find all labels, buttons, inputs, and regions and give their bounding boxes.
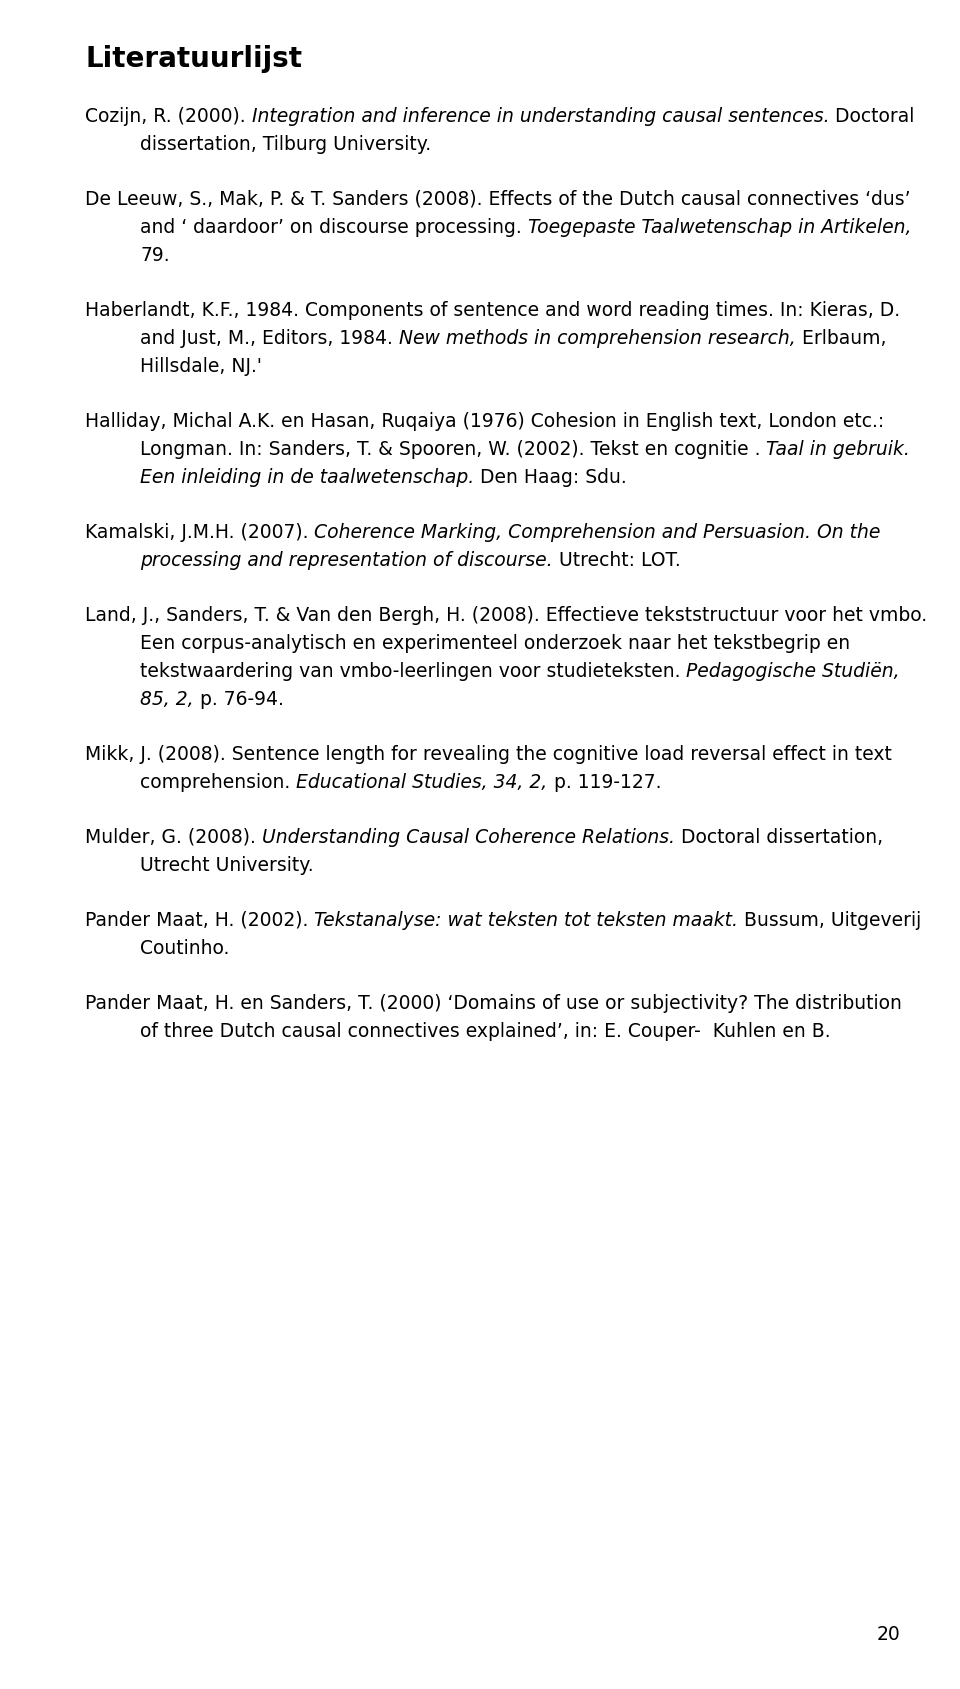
- Text: Doctoral dissertation,: Doctoral dissertation,: [675, 828, 883, 846]
- Text: Kamalski, J.M.H. (2007).: Kamalski, J.M.H. (2007).: [85, 524, 315, 542]
- Text: Tekstanalyse: wat teksten tot teksten maakt.: Tekstanalyse: wat teksten tot teksten ma…: [314, 910, 738, 931]
- Text: dissertation, Tilburg University.: dissertation, Tilburg University.: [140, 135, 431, 154]
- Text: Utrecht: LOT.: Utrecht: LOT.: [553, 551, 681, 569]
- Text: 20: 20: [876, 1625, 900, 1643]
- Text: p. 76-94.: p. 76-94.: [194, 691, 283, 709]
- Text: Pedagogische Studiën,: Pedagogische Studiën,: [686, 662, 900, 681]
- Text: Doctoral: Doctoral: [829, 106, 915, 127]
- Text: New methods in comprehension research,: New methods in comprehension research,: [398, 329, 796, 348]
- Text: Cozijn, R. (2000).: Cozijn, R. (2000).: [85, 106, 252, 127]
- Text: Haberlandt, K.F., 1984. Components of sentence and word reading times. In: Kiera: Haberlandt, K.F., 1984. Components of se…: [85, 301, 900, 319]
- Text: Land, J., Sanders, T. & Van den Bergh, H. (2008). Effectieve tekststructuur voor: Land, J., Sanders, T. & Van den Bergh, H…: [85, 606, 927, 625]
- Text: Een inleiding in de taalwetenschap.: Een inleiding in de taalwetenschap.: [140, 468, 474, 486]
- Text: Hillsdale, NJ.': Hillsdale, NJ.': [140, 356, 262, 377]
- Text: Educational Studies, 34, 2,: Educational Studies, 34, 2,: [297, 774, 547, 792]
- Text: and ‘ daardoor’ on discourse processing.: and ‘ daardoor’ on discourse processing.: [140, 218, 528, 236]
- Text: Integration and inference in understanding causal sentences.: Integration and inference in understandi…: [252, 106, 829, 127]
- Text: tekstwaardering van vmbo-leerlingen voor studieteksten.: tekstwaardering van vmbo-leerlingen voor…: [140, 662, 686, 681]
- Text: Een corpus-analytisch en experimenteel onderzoek naar het tekstbegrip en: Een corpus-analytisch en experimenteel o…: [140, 633, 851, 654]
- Text: Taal in gebruik.: Taal in gebruik.: [766, 441, 910, 459]
- Text: Longman. In: Sanders, T. & Spooren, W. (2002). Tekst en cognitie .: Longman. In: Sanders, T. & Spooren, W. (…: [140, 441, 766, 459]
- Text: comprehension.: comprehension.: [140, 774, 297, 792]
- Text: Understanding Causal Coherence Relations.: Understanding Causal Coherence Relations…: [262, 828, 675, 846]
- Text: Pander Maat, H. en Sanders, T. (2000) ‘Domains of use or subjectivity? The distr: Pander Maat, H. en Sanders, T. (2000) ‘D…: [85, 995, 901, 1013]
- Text: Mulder, G. (2008).: Mulder, G. (2008).: [85, 828, 262, 846]
- Text: De Leeuw, S., Mak, P. & T. Sanders (2008). Effects of the Dutch causal connectiv: De Leeuw, S., Mak, P. & T. Sanders (2008…: [85, 189, 910, 209]
- Text: Mikk, J. (2008). Sentence length for revealing the cognitive load reversal effec: Mikk, J. (2008). Sentence length for rev…: [85, 745, 892, 763]
- Text: Den Haag: Sdu.: Den Haag: Sdu.: [474, 468, 627, 486]
- Text: Utrecht University.: Utrecht University.: [140, 856, 314, 875]
- Text: Toegepaste Taalwetenschap in Artikelen,: Toegepaste Taalwetenschap in Artikelen,: [528, 218, 911, 236]
- Text: Literatuurlijst: Literatuurlijst: [85, 46, 302, 73]
- Text: Halliday, Michal A.K. en Hasan, Ruqaiya (1976) Cohesion in English text, London : Halliday, Michal A.K. en Hasan, Ruqaiya …: [85, 412, 884, 431]
- Text: Bussum, Uitgeverij: Bussum, Uitgeverij: [738, 910, 922, 931]
- Text: Coherence Marking, Comprehension and Persuasion. On the: Coherence Marking, Comprehension and Per…: [315, 524, 881, 542]
- Text: Erlbaum,: Erlbaum,: [796, 329, 886, 348]
- Text: p. 119-127.: p. 119-127.: [547, 774, 661, 792]
- Text: 85, 2,: 85, 2,: [140, 691, 194, 709]
- Text: Pander Maat, H. (2002).: Pander Maat, H. (2002).: [85, 910, 314, 931]
- Text: of three Dutch causal connectives explained’, in: E. Couper-  Kuhlen en B.: of three Dutch causal connectives explai…: [140, 1022, 830, 1040]
- Text: Coutinho.: Coutinho.: [140, 939, 229, 958]
- Text: 79.: 79.: [140, 247, 170, 265]
- Text: and Just, M., Editors, 1984.: and Just, M., Editors, 1984.: [140, 329, 398, 348]
- Text: processing and representation of discourse.: processing and representation of discour…: [140, 551, 553, 569]
